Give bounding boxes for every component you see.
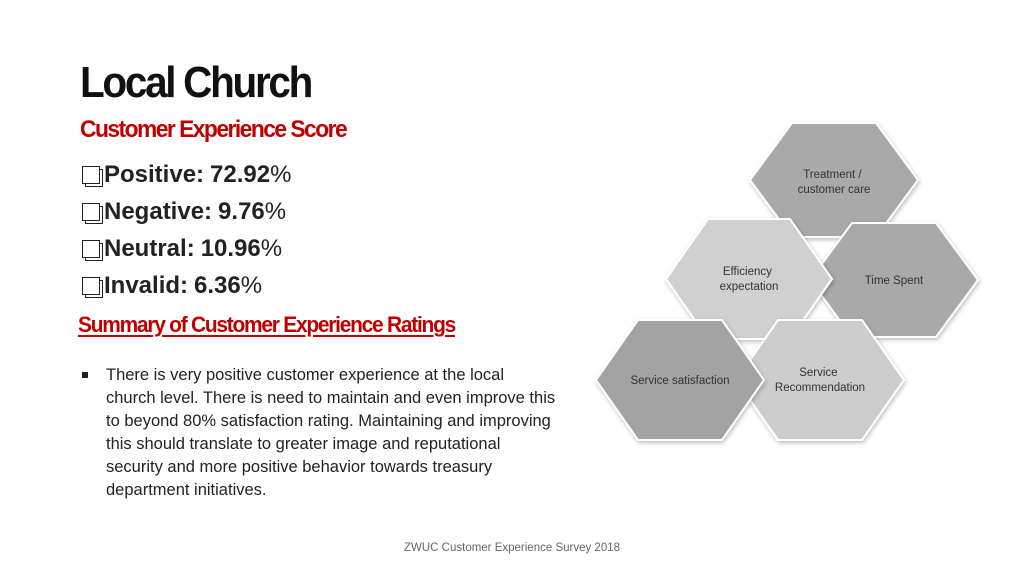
hexagon-diagram: Treatment / customer care Time Spent Eff…	[594, 122, 980, 441]
checkbox-bullet-icon	[82, 239, 100, 258]
score-label: Invalid:	[104, 271, 189, 299]
score-value: 9.76	[218, 197, 265, 225]
svg-text:Service Recommendation: Service Recommendation	[775, 367, 865, 394]
score-unit: %	[270, 160, 292, 188]
score-item-positive: Positive: 72.92 %	[82, 156, 291, 193]
score-item-invalid: Invalid: 6.36 %	[82, 267, 291, 304]
score-label: Positive:	[104, 160, 205, 188]
footer-text: ZWUC Customer Experience Survey 2018	[403, 542, 621, 554]
hex-label-line: Treatment /	[803, 169, 862, 181]
page-title: Local Church	[80, 58, 313, 107]
score-subtitle: Customer Experience Score	[80, 116, 348, 143]
score-item-negative: Negative: 9.76 %	[82, 193, 291, 230]
checkbox-bullet-icon	[82, 276, 100, 295]
summary-bullet-text: There is very positive customer experien…	[106, 366, 556, 499]
hex-label-line: Service satisfaction	[630, 375, 729, 387]
score-value: 6.36	[194, 271, 241, 299]
score-unit: %	[264, 197, 287, 225]
hexagon-recommendation: Service Recommendation	[734, 319, 906, 441]
svg-text:Treatment / customer car: Treatment / customer care	[798, 169, 871, 196]
score-label: Negative:	[104, 197, 213, 225]
svg-text:Efficiency expectation: Efficiency expectation	[720, 266, 779, 293]
hex-label-line: Recommendation	[775, 382, 865, 394]
summary-bullet-list: There is very positive customer experien…	[78, 364, 558, 502]
hexagon-treatment: Treatment / customer care	[748, 122, 920, 238]
score-unit: %	[260, 234, 283, 262]
score-value: 72.92	[210, 160, 271, 188]
hex-label-line: Service	[799, 367, 837, 379]
score-item-neutral: Neutral: 10.96 %	[82, 230, 291, 267]
hex-label-line: customer care	[798, 184, 871, 196]
summary-bullet: There is very positive customer experien…	[78, 364, 558, 502]
checkbox-bullet-icon	[82, 202, 100, 221]
hex-label-line: Efficiency	[723, 266, 772, 278]
score-list: Positive: 72.92 % Negative: 9.76 % Neutr…	[82, 156, 291, 304]
hex-label-line: Time Spent	[865, 275, 924, 287]
score-value: 10.96	[200, 234, 261, 262]
score-unit: %	[240, 271, 263, 299]
checkbox-bullet-icon	[82, 165, 100, 184]
hexagon-satisfaction: Service satisfaction	[594, 319, 766, 441]
hex-label-line: expectation	[720, 281, 779, 293]
summary-heading: Summary of Customer Experience Ratings	[78, 312, 456, 337]
score-label: Neutral:	[104, 234, 195, 262]
square-bullet-icon	[82, 372, 88, 378]
